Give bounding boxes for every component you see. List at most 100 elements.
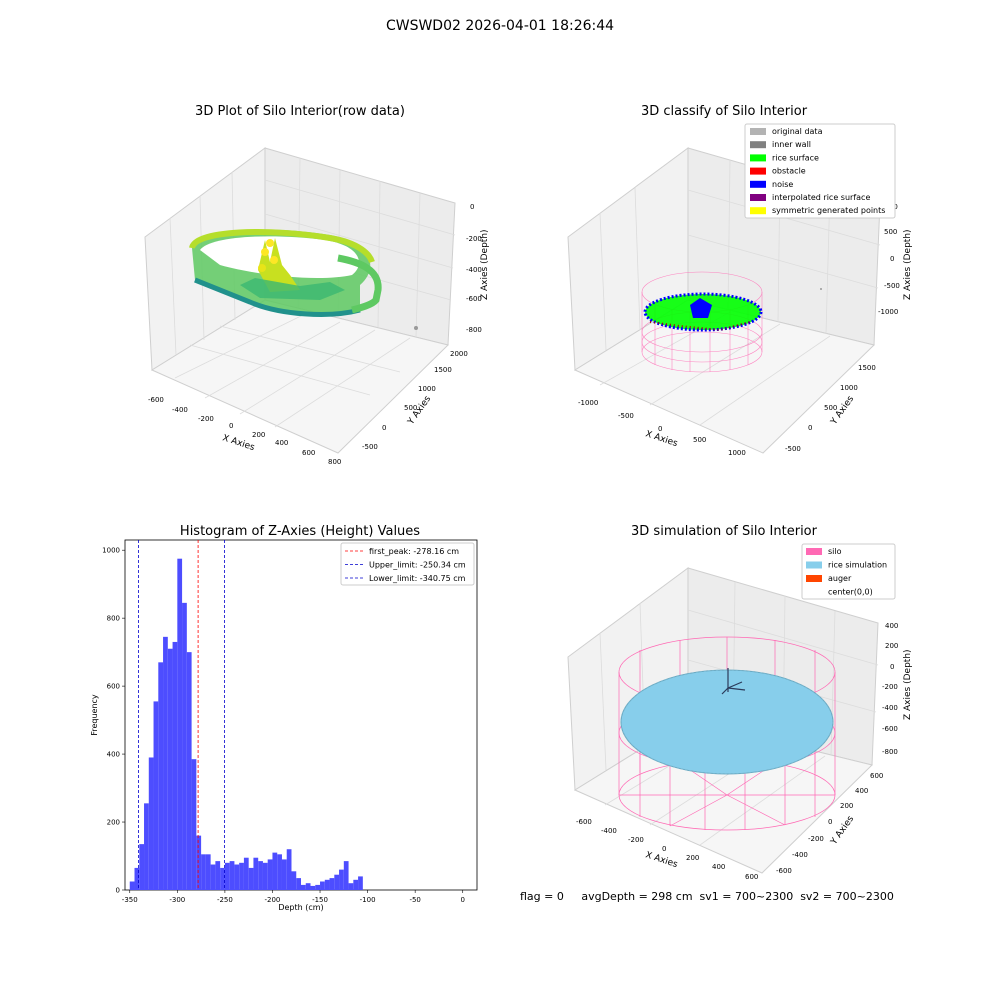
histogram-bar (324, 879, 330, 890)
panel2-title: 3D classify of Silo Interior (640, 104, 808, 119)
histogram-bar (134, 867, 140, 890)
svg-text:600: 600 (870, 772, 883, 780)
auger (721, 668, 746, 695)
row-data-points (189, 229, 418, 330)
histogram-bar (201, 854, 206, 890)
histogram-bar (153, 701, 159, 890)
svg-text:-400: -400 (601, 827, 617, 835)
svg-text:-500: -500 (785, 445, 801, 453)
histogram-bar (348, 883, 354, 890)
svg-text:500: 500 (884, 228, 897, 236)
histogram-bars (129, 558, 363, 890)
panel2-legend: original data inner wall rice surface obsta… (744, 123, 896, 219)
panel3-title: Histogram of Z-Axies (Height) Values (179, 524, 421, 539)
legend-label: symmetric generated points (772, 206, 885, 215)
classified-points (643, 288, 822, 332)
legend-swatch (750, 207, 766, 215)
svg-text:-600: -600 (882, 725, 898, 733)
histogram-bar (329, 878, 335, 890)
svg-text:1500: 1500 (434, 366, 452, 374)
legend-swatch (806, 548, 822, 555)
rice-simulation-surface (620, 669, 834, 775)
figure-suptitle: CWSWD02 2026-04-01 18:26:44 (385, 18, 615, 34)
histogram-legend: first_peak: -278.16 cm Upper_limit: -250.… (340, 542, 475, 586)
histogram-y-tick-label: 400 (107, 751, 120, 759)
histogram-bar (239, 862, 244, 890)
panel4-xlabel: X Axies (644, 850, 679, 870)
svg-text:0: 0 (382, 424, 386, 432)
histogram-bar (310, 885, 316, 890)
histogram-bar (177, 558, 183, 890)
histogram-bar (210, 864, 216, 890)
svg-text:-600: -600 (466, 295, 482, 303)
legend-label: rice surface (772, 153, 819, 162)
legend-label: noise (772, 180, 793, 189)
histogram-bar (262, 862, 268, 890)
histogram-x-ticks: -350 -300 -250 -200 -150 -100 -50 0 (122, 890, 465, 904)
svg-text:500: 500 (693, 436, 706, 444)
legend-label: inner wall (772, 140, 811, 149)
legend-swatch (806, 575, 822, 582)
histogram-bar (144, 803, 149, 890)
histogram-y-tick-label: 1000 (102, 547, 120, 555)
panel4-ylabel: Y Axies (829, 814, 857, 847)
histogram-bar (205, 854, 211, 890)
histogram-legend-label: Upper_limit: -250.34 cm (369, 561, 466, 570)
histogram-bar (224, 862, 230, 890)
histogram-bar (358, 876, 363, 890)
histogram-bar (129, 881, 135, 890)
svg-text:-500: -500 (618, 412, 634, 420)
svg-text:0: 0 (890, 663, 894, 671)
svg-text:-200: -200 (808, 835, 824, 843)
histogram-bar (186, 652, 192, 890)
svg-text:500: 500 (404, 404, 417, 412)
histogram-bar (191, 759, 197, 890)
svg-text:1000: 1000 (418, 385, 436, 393)
histogram-bar (163, 636, 168, 890)
panel1-title: 3D Plot of Silo Interior(row data) (195, 104, 405, 119)
histogram-x-tick-label: 0 (460, 896, 464, 904)
histogram-bar (158, 662, 164, 890)
histogram-bar (267, 859, 273, 890)
svg-text:-200: -200 (628, 836, 644, 844)
histogram-bar (281, 859, 287, 890)
svg-text:-400: -400 (792, 851, 808, 859)
legend-swatch (750, 154, 766, 162)
histogram-xlabel: Depth (cm) (278, 903, 323, 912)
svg-text:-800: -800 (466, 326, 482, 334)
histogram-bar (139, 844, 145, 890)
svg-text:-800: -800 (882, 748, 898, 756)
svg-text:-200: -200 (882, 683, 898, 691)
histogram-x-tick-label: -350 (122, 896, 138, 904)
histogram-x-tick-label: -150 (312, 896, 328, 904)
svg-text:-1000: -1000 (578, 399, 598, 407)
histogram-x-tick-label: -250 (217, 896, 233, 904)
legend-label: rice simulation (828, 561, 887, 570)
histogram-bar (167, 648, 173, 890)
histogram-y-tick-label: 800 (107, 615, 120, 623)
svg-text:0: 0 (470, 203, 474, 211)
legend-swatch (750, 128, 766, 135)
histogram-x-tick-label: -50 (409, 896, 420, 904)
histogram-bar (334, 874, 340, 890)
svg-text:0: 0 (808, 424, 812, 432)
histogram-bar (272, 852, 278, 890)
histogram-bar (196, 835, 202, 890)
histogram-bar (248, 867, 254, 890)
legend-label: auger (828, 574, 852, 583)
svg-text:1000: 1000 (840, 384, 858, 392)
legend-label: interpolated rice surface (772, 193, 870, 202)
svg-text:1000: 1000 (728, 449, 746, 457)
svg-text:2000: 2000 (450, 350, 468, 358)
histogram-bar (343, 861, 349, 890)
svg-text:800: 800 (328, 458, 341, 466)
histogram-bar (172, 641, 178, 890)
histogram-vlines (138, 540, 225, 890)
histogram-bar (148, 757, 154, 890)
panel4-legend: silo rice simulation auger center(0,0) (801, 543, 896, 600)
svg-text:200: 200 (840, 802, 853, 810)
panel4-title: 3D simulation of Silo Interior (631, 524, 817, 539)
